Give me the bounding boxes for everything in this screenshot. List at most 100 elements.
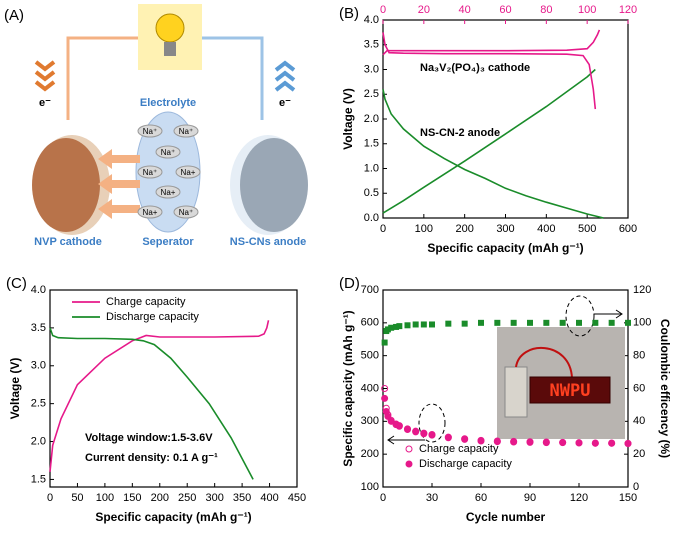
annotation: Current density: 0.1 A g⁻¹ [85,452,218,464]
charts: (B)0 100 200 300 400 500 6000.00.51.01.52.02.5… [6,4,672,524]
legend-label: Charge capacity [106,296,186,308]
point [461,320,468,327]
legend-label: Discharge capacity [106,311,199,323]
y-tick-label: 1.0 [364,162,379,174]
x2-tick-label: 20 [418,4,430,16]
x-tick-label: 150 [123,492,141,504]
point [381,394,389,402]
x-tick-label: 250 [178,492,196,504]
ion [173,124,199,138]
x2-tick-label: 100 [578,4,596,16]
y-tick-label: 0.5 [364,187,379,199]
y-axis-label: Voltage (V) [8,358,22,420]
point [381,385,389,392]
ion-label: Na⁺ [179,127,193,136]
point [412,321,419,328]
point [381,339,388,346]
ion [175,165,201,179]
point [510,438,518,446]
panel-label: (D) [339,275,360,292]
ion [173,205,199,219]
y-tick-label: 4.0 [31,284,46,296]
callout-arrow [594,309,623,319]
y-tick-label: 200 [361,448,379,460]
point [420,321,427,328]
panel-label: (C) [6,275,27,292]
point [404,322,411,329]
y2-tick-label: 120 [633,284,651,296]
y2-tick-label: 20 [633,448,645,460]
led-board [529,376,611,404]
x2-tick-label: 60 [499,4,511,16]
x-tick-label: 400 [260,492,278,504]
panel-label: (A) [4,7,24,24]
x2-tick-label: 80 [540,4,552,16]
y-tick-label: 100 [361,481,379,493]
point [559,319,566,326]
point [384,326,391,333]
point [576,319,582,326]
y-tick-label: 600 [361,317,379,329]
x-tick-label: 0 [380,492,386,504]
series-line [382,32,597,110]
x-axis-label: Cycle number [466,510,546,524]
x-tick-label: 600 [619,223,637,235]
ion-label: Na⁺ [143,168,157,177]
ion-label: Na⁺ [179,208,193,217]
x2-tick-label: 0 [380,4,386,16]
electron-arrow [34,60,56,92]
x-axis-label: Specific capacity (mAh g⁻¹) [427,241,583,255]
ion-arrow [98,149,140,219]
y-tick-label: 3.5 [31,322,46,334]
y2-tick-label: 60 [633,382,645,394]
point [608,319,615,326]
legend-swatch [405,460,413,468]
y-tick-label: 3.0 [31,360,46,372]
y-tick-label: 1.5 [364,138,379,150]
legend-swatch [405,445,413,453]
x-tick-label: 0 [380,223,386,235]
point [395,422,403,430]
x-tick-label: 100 [415,223,433,235]
ion-label: Na+ [143,208,158,217]
point [510,319,517,326]
y-tick-label: 2.0 [31,435,46,447]
x-tick-label: 350 [233,492,251,504]
x-tick-label: 200 [151,492,169,504]
x-tick-label: 300 [205,492,223,504]
point [542,439,550,447]
inset-text: NWPU [550,381,591,401]
point [388,324,395,331]
point [493,438,501,446]
point [559,439,567,447]
schematic: (A) e⁻ e⁻ Electrolyte NVP cathode Sepera… [4,4,308,248]
x-tick-label: 450 [288,492,306,504]
series-line [382,89,604,219]
y-tick-label: 3.0 [364,63,379,75]
point [625,319,631,326]
x-tick-label: 300 [496,223,514,235]
panel-label: (B) [339,5,359,22]
cable [515,346,573,379]
y-tick-label: 2.5 [364,88,379,100]
ion [155,145,181,159]
point [543,319,550,326]
bulb [155,13,185,43]
x-tick-label: 0 [47,492,53,504]
point [527,319,533,326]
y-tick-label: 400 [361,382,379,394]
callout-arrow [387,435,425,445]
point [624,440,632,448]
ion-label: Na+ [161,188,176,197]
ion [137,165,163,179]
point [494,319,501,326]
x-tick-label: 120 [570,492,588,504]
series-line [49,327,254,480]
y2-tick-label: 100 [633,317,651,329]
y-tick-label: 3.5 [364,39,379,51]
cathode [32,138,100,232]
callout [418,403,446,443]
ion [137,124,163,138]
point [592,319,599,326]
separator-label: Seperator [142,236,194,248]
